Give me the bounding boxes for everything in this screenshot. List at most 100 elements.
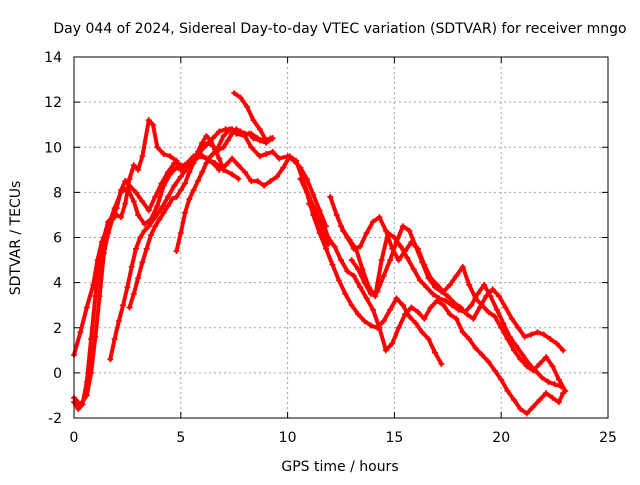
data-point: [186, 196, 193, 203]
data-point: [147, 232, 154, 239]
data-point: [115, 317, 122, 324]
data-point: [269, 148, 276, 155]
data-point: [543, 354, 550, 361]
data-point: [348, 302, 355, 309]
data-point: [207, 153, 214, 160]
data-point: [297, 175, 304, 182]
data-point: [438, 360, 445, 367]
data-point: [194, 148, 201, 155]
data-point: [329, 261, 336, 268]
data-point: [190, 160, 197, 167]
data-point: [402, 248, 409, 255]
data-point: [562, 387, 569, 394]
x-tick-label: 10: [279, 430, 297, 446]
data-point: [528, 331, 535, 338]
data-point: [350, 272, 357, 279]
data-point: [459, 263, 466, 270]
data-point: [203, 160, 210, 167]
data-point: [438, 288, 445, 295]
data-point: [152, 223, 159, 230]
data-point: [126, 304, 133, 311]
data-point: [130, 198, 137, 205]
data-point: [122, 200, 129, 207]
data-point: [77, 401, 84, 408]
data-point: [150, 121, 157, 128]
data-point: [459, 329, 466, 336]
data-point: [551, 381, 558, 388]
data-point: [408, 304, 415, 311]
data-point: [338, 257, 344, 264]
data-point: [169, 196, 176, 203]
data-point: [105, 229, 112, 236]
data-point: [325, 234, 332, 241]
y-tick-label: 6: [53, 231, 62, 247]
data-point: [496, 293, 503, 300]
data-point: [130, 162, 137, 169]
data-point: [361, 317, 368, 324]
data-point: [233, 126, 240, 133]
data-point: [338, 223, 344, 230]
x-tick-label: 0: [70, 430, 79, 446]
data-point: [421, 315, 428, 322]
series-arc-4: [107, 153, 332, 363]
data-point: [419, 259, 426, 266]
data-point: [216, 146, 223, 153]
data-point: [135, 166, 142, 173]
y-tick-label: 8: [53, 185, 62, 201]
data-point: [481, 281, 488, 288]
data-point: [363, 229, 370, 236]
data-point: [154, 202, 161, 209]
axis-ticks: 0 5 10 15 20 25 -2 0 2 4 6 8 10 12 14: [44, 50, 617, 446]
data-point: [263, 151, 270, 158]
data-point: [444, 293, 451, 300]
data-point: [160, 151, 167, 158]
data-point: [199, 139, 206, 146]
data-point: [139, 198, 146, 205]
data-point: [154, 144, 161, 151]
data-point: [160, 209, 167, 216]
data-point: [207, 137, 214, 144]
data-point: [327, 193, 334, 200]
data-point: [344, 234, 351, 241]
data-point: [256, 126, 263, 133]
y-tick-label: 12: [44, 95, 62, 111]
data-point: [75, 405, 82, 412]
data-point: [164, 169, 171, 176]
data-point: [141, 227, 148, 234]
y-tick-label: 0: [53, 366, 62, 382]
data-point: [425, 275, 432, 282]
data-point: [344, 268, 351, 275]
data-point: [171, 182, 178, 189]
data-point: [132, 245, 139, 252]
data-point: [303, 189, 310, 196]
data-point: [446, 281, 453, 288]
data-point: [269, 135, 276, 142]
data-point: [547, 336, 554, 343]
data-point: [387, 257, 394, 264]
data-point: [367, 290, 374, 297]
series-trace: [298, 176, 444, 366]
data-point: [472, 295, 479, 302]
data-point: [530, 403, 537, 410]
data-point: [194, 178, 201, 185]
data-point: [545, 378, 552, 385]
data-point: [164, 202, 171, 209]
data-point: [184, 164, 191, 171]
data-point: [370, 306, 377, 313]
data-point: [513, 342, 520, 349]
data-point: [248, 178, 255, 185]
y-tick-label: -2: [48, 411, 62, 427]
data-point: [158, 180, 165, 187]
data-point: [241, 169, 248, 176]
data-point: [404, 254, 411, 261]
data-point: [173, 193, 180, 200]
data-point: [280, 164, 287, 171]
data-point: [560, 347, 567, 354]
data-point: [498, 376, 505, 383]
data-point: [378, 257, 385, 264]
data-point: [145, 223, 152, 230]
data-point: [442, 297, 449, 304]
data-point: [211, 148, 218, 155]
data-point: [376, 214, 383, 221]
data-point: [132, 189, 139, 196]
